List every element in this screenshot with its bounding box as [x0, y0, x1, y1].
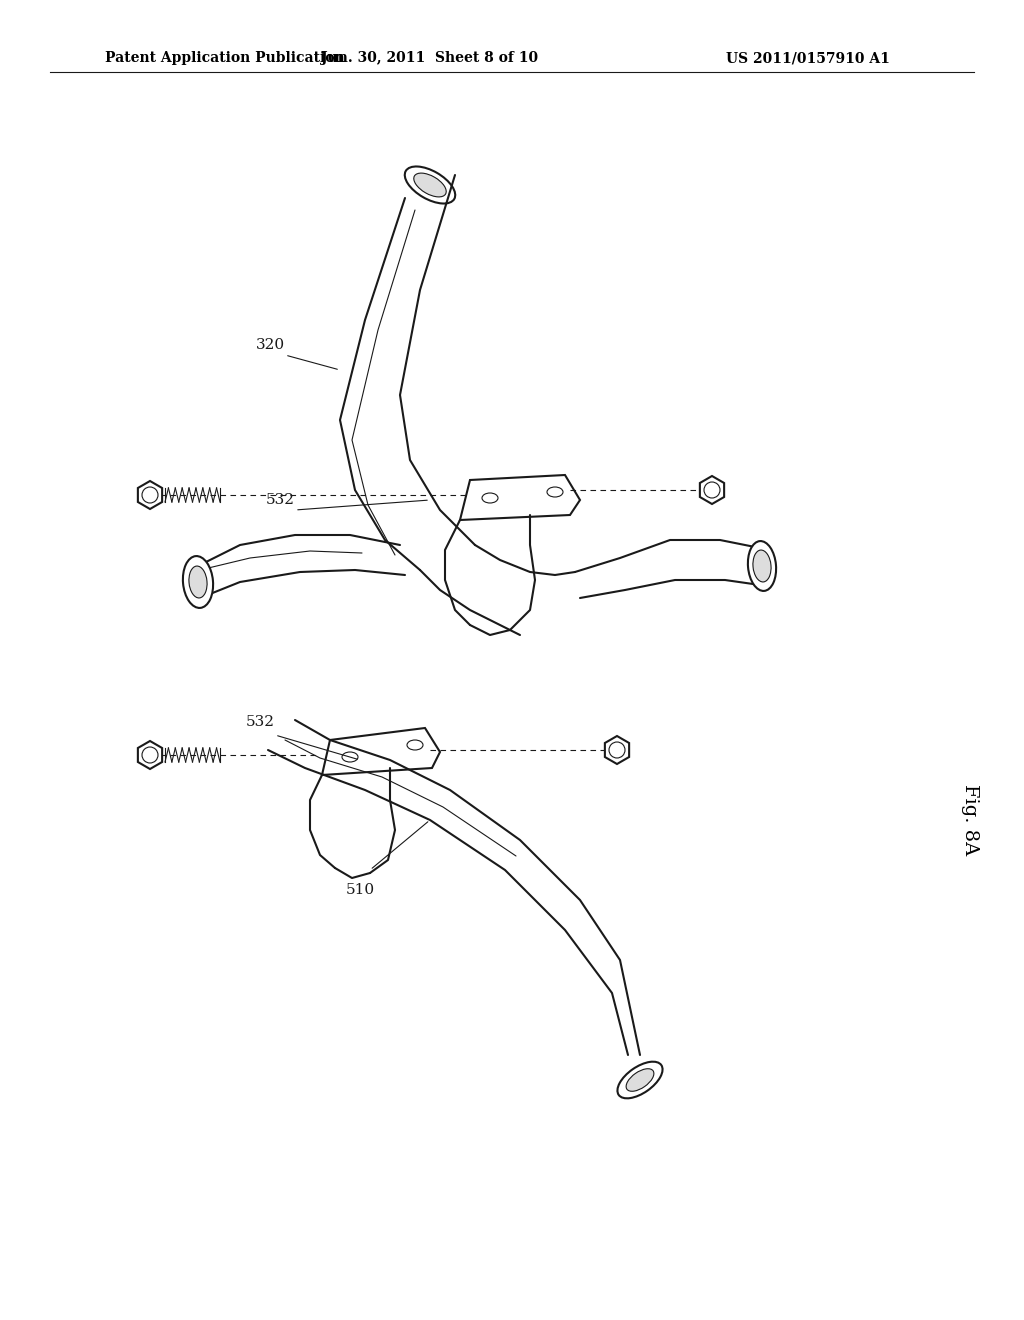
Ellipse shape — [414, 173, 446, 197]
Ellipse shape — [482, 492, 498, 503]
Polygon shape — [605, 737, 629, 764]
Text: 532: 532 — [246, 715, 274, 729]
Polygon shape — [322, 729, 440, 775]
Polygon shape — [699, 477, 724, 504]
Text: 320: 320 — [255, 338, 285, 352]
Polygon shape — [138, 741, 162, 770]
Ellipse shape — [142, 487, 158, 503]
Ellipse shape — [609, 742, 625, 758]
Ellipse shape — [342, 752, 358, 762]
Ellipse shape — [407, 741, 423, 750]
Text: Patent Application Publication: Patent Application Publication — [105, 51, 345, 65]
Ellipse shape — [183, 556, 213, 609]
Ellipse shape — [753, 550, 771, 582]
Ellipse shape — [142, 747, 158, 763]
Text: Jun. 30, 2011  Sheet 8 of 10: Jun. 30, 2011 Sheet 8 of 10 — [322, 51, 539, 65]
Text: US 2011/0157910 A1: US 2011/0157910 A1 — [726, 51, 890, 65]
Ellipse shape — [748, 541, 776, 591]
Ellipse shape — [188, 566, 207, 598]
Polygon shape — [460, 475, 580, 520]
Ellipse shape — [626, 1069, 654, 1092]
Ellipse shape — [705, 482, 720, 498]
Ellipse shape — [617, 1061, 663, 1098]
Ellipse shape — [404, 166, 456, 203]
Text: Fig. 8A: Fig. 8A — [961, 784, 979, 855]
Text: 510: 510 — [345, 883, 375, 898]
Text: 532: 532 — [265, 492, 295, 507]
Polygon shape — [138, 480, 162, 510]
Ellipse shape — [547, 487, 563, 498]
